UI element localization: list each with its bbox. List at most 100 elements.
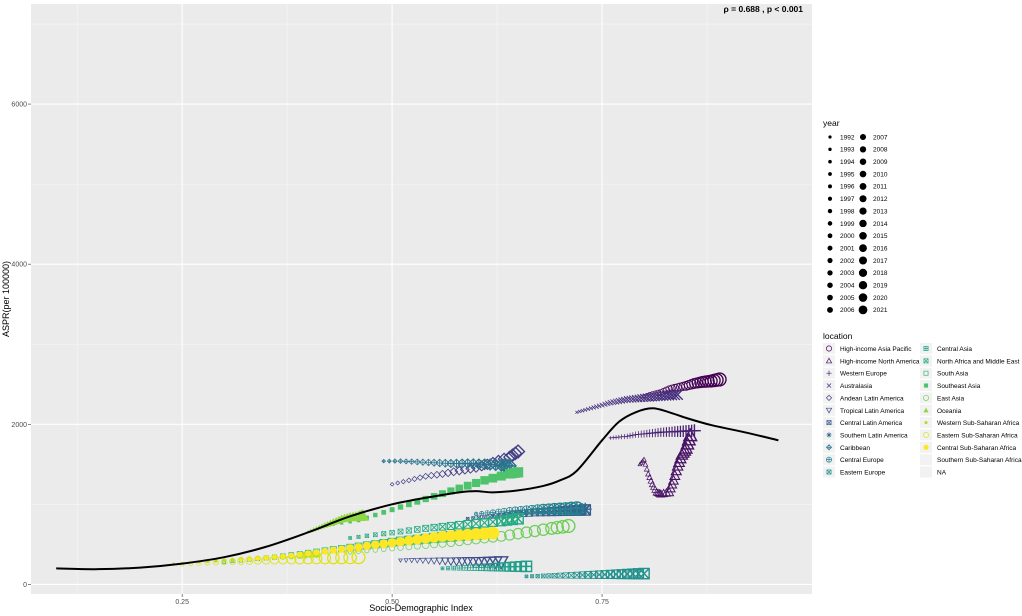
legend-year-label: 2007 — [873, 134, 888, 141]
data-point — [646, 473, 654, 480]
legend-location-key-bg — [823, 355, 835, 367]
data-point — [488, 517, 498, 527]
data-point — [491, 513, 495, 518]
legend-year-key — [827, 233, 833, 239]
data-point — [455, 521, 464, 530]
data-point — [443, 468, 453, 478]
data-point — [578, 502, 592, 516]
legend-year-label: 2006 — [840, 307, 855, 314]
data-point — [536, 523, 550, 537]
legend-location-key — [923, 394, 929, 401]
legend-location-key — [923, 346, 929, 351]
data-point — [288, 552, 295, 559]
data-point — [473, 564, 479, 571]
data-point — [389, 529, 395, 536]
series-north-africa-and-middle-east — [348, 512, 524, 540]
data-point — [245, 556, 254, 565]
legend-location-key-bg — [920, 367, 932, 379]
data-point — [403, 558, 409, 564]
data-point — [414, 526, 421, 533]
legend-location-key-bg — [823, 343, 835, 354]
data-point — [580, 408, 585, 413]
data-point — [364, 533, 369, 538]
series-australasia — [575, 389, 684, 414]
y-tick-label: 0 — [23, 582, 27, 589]
legend-location-key — [826, 420, 832, 426]
data-point — [455, 484, 464, 493]
data-point — [530, 574, 535, 579]
series-southeast-asia — [331, 467, 524, 526]
data-point — [457, 565, 462, 571]
data-point — [305, 550, 312, 557]
legend-location-label: Andean Latin America — [840, 395, 904, 402]
data-point — [512, 513, 524, 525]
data-point — [445, 530, 457, 542]
legend-year-label: 1999 — [840, 221, 855, 228]
data-point — [422, 472, 430, 480]
data-point — [545, 521, 559, 535]
data-point — [348, 519, 352, 524]
data-point — [420, 533, 431, 544]
data-point — [510, 444, 526, 459]
data-point — [430, 523, 438, 532]
data-point — [540, 573, 546, 579]
data-point — [321, 547, 329, 555]
data-point — [404, 535, 414, 546]
data-point — [669, 389, 681, 401]
data-point — [591, 405, 596, 410]
data-point — [618, 397, 626, 404]
data-point — [521, 561, 532, 572]
data-point — [488, 473, 498, 483]
data-point — [381, 531, 387, 537]
data-point — [446, 521, 455, 530]
data-point — [329, 546, 337, 554]
series-western-europe — [608, 424, 701, 440]
data-point — [408, 458, 415, 465]
data-point — [446, 557, 456, 567]
data-point — [629, 432, 636, 439]
data-point — [512, 527, 524, 540]
legend-year-label: 1998 — [840, 208, 855, 215]
legend-location-key-bg — [920, 454, 932, 466]
legend-year-label: 2010 — [873, 171, 888, 178]
legend-location-label: High-income North America — [840, 358, 920, 365]
data-point — [397, 528, 404, 535]
data-point — [681, 432, 697, 446]
data-point — [338, 545, 346, 553]
data-point — [280, 553, 286, 559]
y-tick-label: 2000 — [11, 422, 27, 429]
data-point — [678, 440, 694, 454]
data-point — [424, 557, 433, 565]
data-point — [405, 527, 412, 534]
legend-year-label: 2001 — [840, 245, 855, 252]
legend-year-key — [858, 293, 868, 302]
data-point — [645, 470, 652, 477]
legend-location-label: Central Asia — [937, 346, 972, 353]
data-point — [422, 495, 429, 503]
data-point — [557, 572, 563, 579]
legend-location-label: East Asia — [937, 395, 964, 402]
legend-location-label: Tropical Latin America — [840, 408, 904, 415]
legend-location-key — [826, 469, 832, 475]
data-point — [530, 574, 534, 579]
data-point — [627, 432, 633, 439]
x-axis-title: Socio-Demographic Index — [369, 603, 473, 613]
data-point — [253, 556, 262, 565]
data-point — [373, 512, 378, 518]
data-point — [611, 569, 621, 580]
legend-location-label: North Africa and Middle East — [937, 358, 1020, 365]
legend-year-key — [828, 184, 832, 189]
legend-location-label: NA — [937, 470, 947, 477]
x-tick-label: 0.50 — [385, 599, 399, 606]
data-point — [589, 570, 598, 579]
x-axis: 0.25 0.50 0.75 — [175, 594, 609, 606]
legend-year-key — [827, 270, 833, 276]
data-point — [356, 509, 370, 521]
legend-year-key — [827, 282, 833, 288]
legend-year-title: year — [823, 118, 840, 128]
legend-location-key — [924, 421, 928, 425]
legend-location: location High-income Asia Pacific High-in… — [823, 331, 1022, 478]
data-point — [673, 451, 687, 464]
legend-year-key — [827, 196, 833, 201]
data-point — [520, 526, 533, 539]
